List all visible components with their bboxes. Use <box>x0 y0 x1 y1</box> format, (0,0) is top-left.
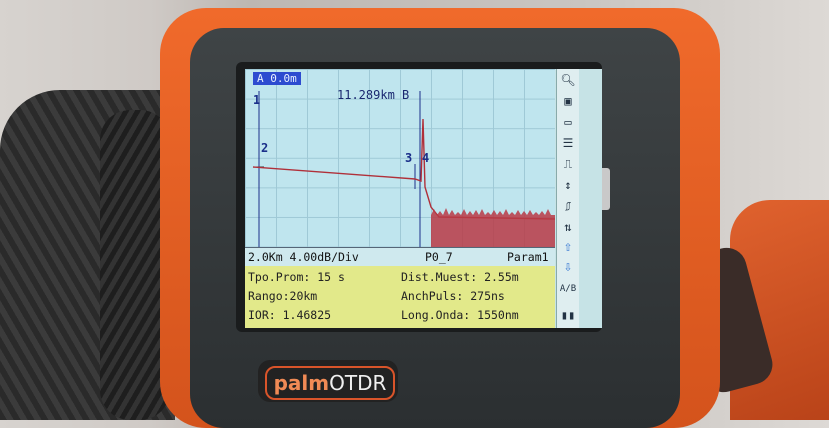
split-icon[interactable]: ↕ <box>564 178 572 192</box>
arrow-down-icon[interactable]: ⇩ <box>563 259 573 275</box>
brand-product: OTDR <box>329 371 387 395</box>
trace-line <box>252 118 555 220</box>
marker-4-label[interactable]: 4 <box>422 151 430 165</box>
scale-readout: 2.0Km 4.00dB/Div <box>248 250 359 264</box>
info-panel: Tpo.Prom: 15 s Rango:20km IOR: 1.46825 D… <box>245 266 555 328</box>
zoom-icon[interactable]: 🔍︎ <box>560 73 576 87</box>
save-icon[interactable]: ▣ <box>564 94 572 108</box>
ab-toggle-icon[interactable]: A/B <box>559 284 577 294</box>
cursor-readout: A 0.0m <box>253 72 301 85</box>
otdr-screen: A 0.0m 1 2 3 4 11.289km B 2.0Km 4.00dB/D… <box>245 69 602 328</box>
marker-2-label[interactable]: 2 <box>261 141 269 155</box>
trace-icon[interactable]: ⎍ <box>563 157 573 171</box>
pulse-icon[interactable]: ⎎ <box>564 199 572 213</box>
marker-move-icon[interactable]: ⇅ <box>564 220 572 234</box>
fiber-cable-inner <box>100 110 170 420</box>
status-bar: 2.0Km 4.00dB/Div P0_7 Param1 <box>245 247 555 267</box>
brand-logo: palmOTDR <box>265 366 395 400</box>
avg-time: Tpo.Prom: 15 s <box>248 270 345 284</box>
ior: IOR: 1.46825 <box>248 308 332 322</box>
arrow-up-icon[interactable]: ⇧ <box>563 239 573 255</box>
distance-b-readout: 11.289km B <box>337 88 410 102</box>
wavelength: Long.Onda: 1550nm <box>401 308 519 322</box>
param-readout[interactable]: Param1 <box>507 250 549 264</box>
open-folder-icon[interactable]: ▭ <box>564 115 572 129</box>
marker-3-label[interactable]: 3 <box>405 151 413 165</box>
preset-readout[interactable]: P0_7 <box>425 250 453 264</box>
brand-name: palm <box>273 371 330 395</box>
pulse-width: AnchPuls: 275ns <box>401 289 505 303</box>
battery-icon: ▮▮ <box>560 308 576 322</box>
sample-distance: Dist.Muest: 2.55m <box>401 270 519 284</box>
trace-svg <box>252 91 555 247</box>
trace-plot[interactable]: A 0.0m 1 2 3 4 11.289km B <box>245 69 555 247</box>
marker-1-label[interactable]: 1 <box>253 93 261 107</box>
toolbar: 🔍︎ ▣ ▭ ☰ ⎍ ↕ ⎎ ⇅ ⇧ ⇩ A/B ▮▮ <box>556 69 579 328</box>
noise-floor <box>431 215 555 247</box>
range: Rango:20km <box>248 289 318 303</box>
noise-spikes <box>431 208 551 215</box>
file-icon[interactable]: ☰ <box>562 136 574 150</box>
